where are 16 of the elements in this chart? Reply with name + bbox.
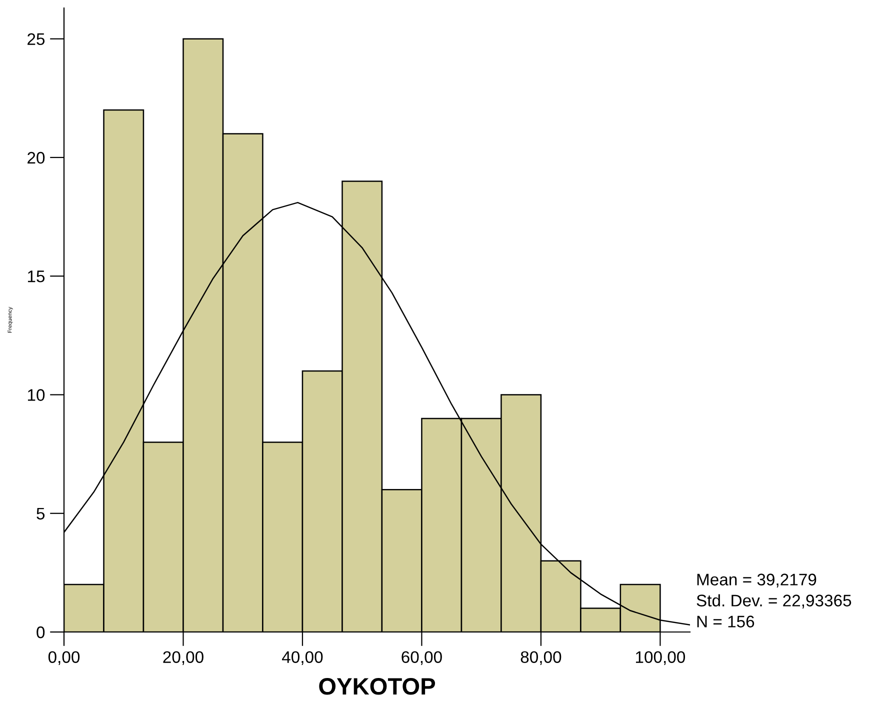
x-tick-label: 20,00 <box>163 651 204 665</box>
x-tick-label: 60,00 <box>402 651 442 665</box>
x-tick-label: 40,00 <box>282 651 323 665</box>
y-tick-label: 20 <box>28 152 45 164</box>
y-tick-label: 25 <box>28 33 45 46</box>
y-tick-label: 15 <box>28 270 45 282</box>
y-tick-label: 5 <box>36 508 45 520</box>
text: Std. Dev. = 22,93365 <box>696 594 852 608</box>
text: Mean = 39,2179 <box>697 574 816 588</box>
x-tick-label: 80,00 <box>520 651 562 665</box>
x-axis-title: OYKOTOP <box>319 678 436 695</box>
x-tick-label: 100,00 <box>636 651 686 665</box>
y-tick-label: 10 <box>28 389 45 401</box>
x-tick-label: 0,00 <box>48 651 80 665</box>
text: N = 156 <box>697 616 754 628</box>
y-tick-label: 0 <box>36 626 45 638</box>
